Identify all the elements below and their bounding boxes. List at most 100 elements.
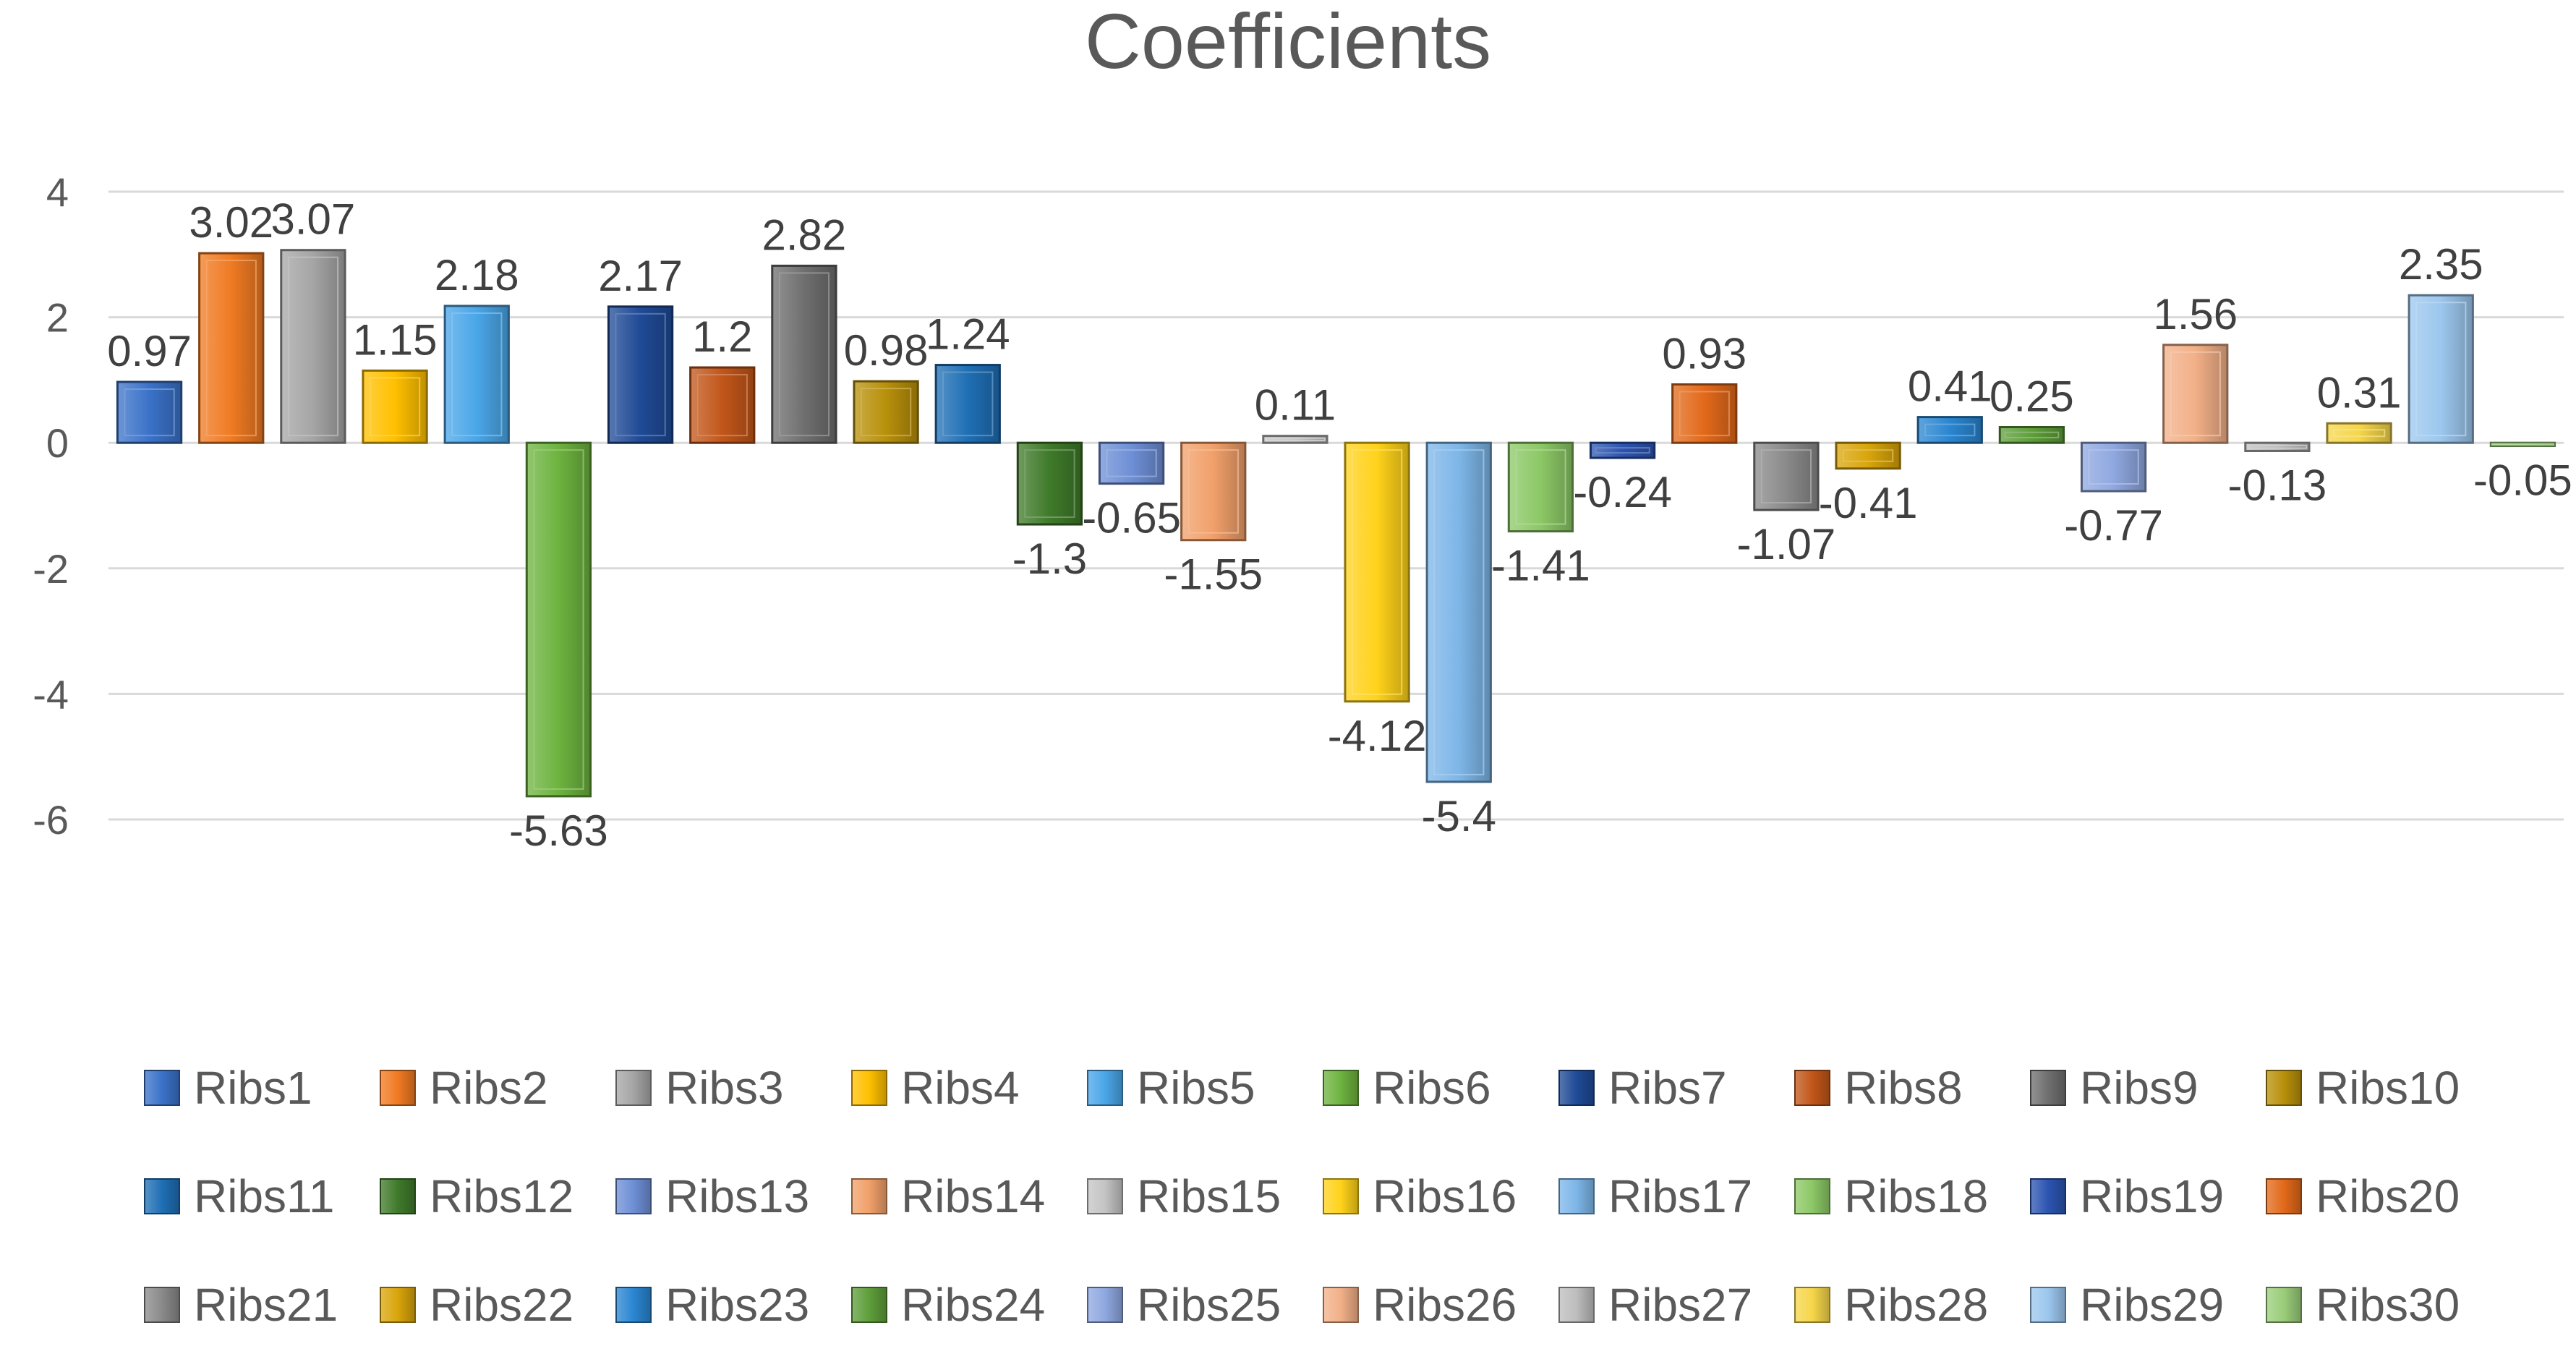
bar-ribs11	[934, 364, 1001, 444]
legend-label: Ribs19	[2080, 1170, 2224, 1222]
legend-swatch	[2030, 1070, 2066, 1106]
data-label: 3.07	[271, 195, 356, 244]
bar-ribs16	[1344, 441, 1410, 703]
data-label: 0.93	[1662, 329, 1747, 378]
bar-ribs23	[1916, 416, 1983, 444]
data-label: -0.05	[2473, 456, 2572, 505]
y-tick-label: -6	[33, 797, 69, 843]
bar-bevel	[2415, 302, 2467, 437]
bar-bevel	[615, 312, 666, 437]
bar-ribs29	[2407, 294, 2474, 444]
bar-ribs25	[2080, 441, 2147, 493]
data-label: 0.31	[2317, 368, 2402, 417]
bar-bevel	[1351, 449, 1403, 695]
bar-ribs10	[853, 380, 919, 444]
bar-ribs28	[2326, 422, 2392, 444]
bar-bevel	[451, 312, 503, 437]
legend-label: Ribs29	[2080, 1279, 2224, 1331]
bar-ribs26	[2162, 344, 2229, 444]
data-label: -0.24	[1573, 468, 1672, 516]
bar-bevel	[2332, 429, 2386, 438]
bar-bevel	[696, 374, 748, 437]
legend-swatch	[1087, 1178, 1123, 1214]
legend-swatch	[1558, 1287, 1595, 1323]
bar-ribs6	[525, 441, 592, 798]
bar-bevel	[2004, 431, 2060, 438]
data-label: 0.11	[1255, 381, 1336, 430]
bar-ribs8	[689, 366, 756, 444]
legend-label: Ribs25	[1137, 1279, 1281, 1331]
legend-label: Ribs1	[194, 1062, 312, 1114]
legend-label: Ribs3	[665, 1062, 784, 1114]
data-label: 0.97	[107, 327, 192, 375]
bar-ribs12	[1016, 441, 1083, 526]
legend-swatch	[851, 1178, 887, 1214]
data-label: 1.56	[2153, 290, 2238, 338]
y-tick-label: 0	[46, 420, 69, 466]
data-label: 2.17	[598, 252, 683, 300]
bar-ribs19	[1589, 441, 1656, 459]
legend-label: Ribs10	[2316, 1062, 2460, 1114]
legend-swatch	[380, 1070, 416, 1106]
data-label: -5.63	[509, 806, 608, 855]
legend-label: Ribs27	[1608, 1279, 1752, 1331]
y-tick-label: -2	[33, 546, 69, 592]
bar-bevel	[1924, 423, 1976, 437]
data-label: 1.15	[353, 315, 438, 364]
bar-bevel	[533, 449, 584, 790]
legend-label: Ribs24	[901, 1279, 1045, 1331]
legend-swatch	[2266, 1178, 2302, 1214]
legend-swatch	[1323, 1178, 1359, 1214]
legend-label: Ribs13	[665, 1170, 809, 1222]
bar-bevel	[287, 256, 339, 437]
legend-label: Ribs8	[1844, 1062, 1963, 1114]
bar-ribs1	[116, 380, 183, 444]
bar-ribs14	[1180, 441, 1247, 542]
bar-bevel	[1106, 449, 1157, 477]
legend-label: Ribs11	[194, 1170, 334, 1222]
legend-label: Ribs14	[901, 1170, 1045, 1222]
data-label: -4.12	[1328, 712, 1427, 760]
bar-bevel	[1679, 391, 1730, 437]
legend-swatch	[2030, 1178, 2066, 1214]
bar-ribs17	[1425, 441, 1492, 783]
legend-label: Ribs7	[1608, 1062, 1727, 1114]
data-label: 1.2	[692, 312, 752, 361]
legend-swatch	[615, 1287, 652, 1323]
data-label: -5.4	[1422, 792, 1496, 840]
bar-ribs3	[280, 249, 346, 444]
legend-label: Ribs6	[1373, 1062, 1491, 1114]
legend-swatch	[1794, 1178, 1830, 1214]
bar-bevel	[1187, 449, 1239, 534]
data-label: -0.77	[2064, 501, 2163, 550]
legend-label: Ribs30	[2316, 1279, 2460, 1331]
legend-label: Ribs4	[901, 1062, 1020, 1114]
legend-swatch	[380, 1287, 416, 1323]
data-label: -1.41	[1491, 542, 1590, 590]
bar-bevel	[778, 272, 830, 437]
data-label: 1.24	[926, 310, 1010, 359]
bar-bevel	[2088, 449, 2139, 485]
legend-label: Ribs20	[2316, 1170, 2460, 1222]
bar-bevel	[2170, 351, 2221, 437]
bar-ribs2	[198, 252, 265, 444]
bar-bevel	[1515, 449, 1566, 525]
data-label: -0.13	[2228, 461, 2327, 509]
data-label: -0.65	[1082, 494, 1181, 542]
legend-swatch	[1323, 1287, 1359, 1323]
legend-label: Ribs23	[665, 1279, 809, 1331]
legend-label: Ribs12	[430, 1170, 573, 1222]
bar-bevel	[1595, 447, 1650, 454]
legend-label: Ribs9	[2080, 1062, 2198, 1114]
data-label: -1.3	[1012, 535, 1087, 583]
bar-ribs15	[1262, 435, 1328, 444]
bar-ribs5	[443, 305, 510, 444]
bar-bevel	[205, 260, 257, 437]
legend-swatch	[1087, 1287, 1123, 1323]
data-label: 0.98	[844, 326, 929, 375]
data-label: 0.41	[1908, 362, 1992, 411]
legend-swatch	[615, 1178, 652, 1214]
bar-ribs20	[1671, 383, 1738, 444]
data-label: 0.25	[1989, 372, 2074, 421]
